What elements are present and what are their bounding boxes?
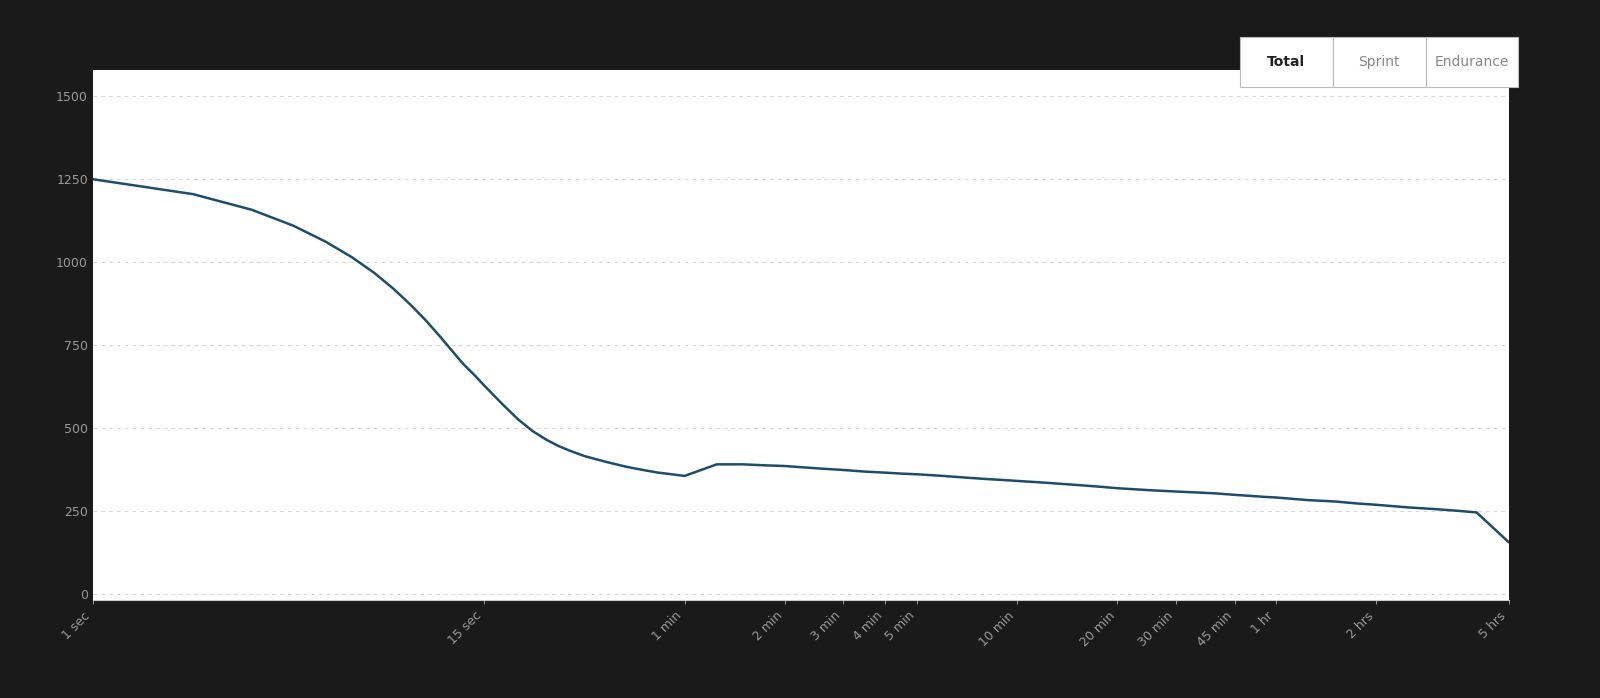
Text: Sprint: Sprint xyxy=(1358,55,1400,69)
Text: Total: Total xyxy=(1267,55,1306,69)
Text: Endurance: Endurance xyxy=(1435,55,1509,69)
